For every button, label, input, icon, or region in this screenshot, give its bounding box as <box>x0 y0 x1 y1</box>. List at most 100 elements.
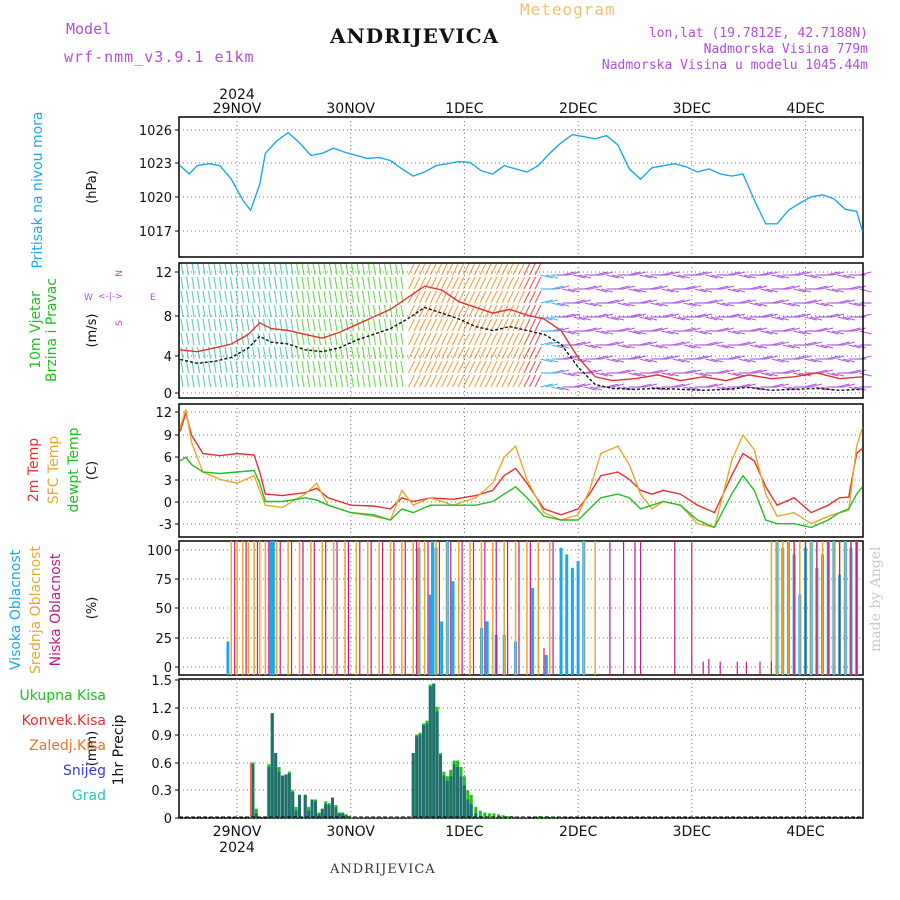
y-tick-label: 50 <box>155 602 172 617</box>
wind-barb <box>361 374 366 388</box>
wind-barb <box>435 332 443 346</box>
wind-barb <box>540 358 553 363</box>
wind-barb <box>534 332 542 346</box>
top-day-label: 4DEC <box>786 101 825 117</box>
wind-barb <box>268 304 272 318</box>
direction-W: W <box>84 293 93 303</box>
wind-barb <box>468 276 476 290</box>
wind-barb <box>284 276 289 290</box>
precip-legend-item: Ukupna Kisa <box>19 688 106 704</box>
wind-barb <box>655 327 669 332</box>
precip-bar-total <box>351 817 355 818</box>
wind-barb <box>350 332 355 346</box>
wind-barb <box>782 285 795 290</box>
wind-barb <box>180 332 184 346</box>
precip-bar-total <box>394 817 398 818</box>
wind-barb <box>196 318 201 332</box>
wind-barb <box>804 299 817 304</box>
wind-barb <box>301 318 305 332</box>
wind-barb <box>776 341 790 346</box>
wind-barb <box>474 346 481 360</box>
wind-barb <box>246 360 250 374</box>
wind-barb <box>339 346 344 360</box>
wind-barb <box>361 304 366 318</box>
wind-barb <box>793 288 806 293</box>
wind-barb <box>389 318 393 332</box>
wind-barb <box>284 318 289 332</box>
wind-barb <box>295 360 300 374</box>
wind-barb <box>419 262 426 276</box>
wind-barb <box>716 344 729 349</box>
cloud-bar-mid <box>469 541 471 675</box>
panel-frame <box>178 262 864 399</box>
precip-bar-total <box>391 817 395 818</box>
wind-barb <box>424 374 432 388</box>
wind-barb <box>262 262 267 276</box>
wind-barb <box>394 346 399 360</box>
wind-barb <box>617 302 630 307</box>
wind-barb <box>853 344 867 349</box>
wind-barb <box>567 330 581 335</box>
wind-barb <box>372 262 377 276</box>
cloud-bar-high <box>531 587 535 675</box>
wind-barb <box>661 288 674 293</box>
wind-barb <box>408 262 415 276</box>
wind-barb <box>323 276 327 290</box>
precip-bar-total <box>387 817 391 818</box>
wind-barb <box>317 360 322 374</box>
wind-barb <box>196 346 201 360</box>
wind-barb <box>435 276 443 290</box>
wind-barb <box>317 262 322 276</box>
wind-barb <box>389 290 393 304</box>
wind-barb <box>644 383 658 388</box>
precip-bar-snow <box>421 725 425 818</box>
wind-barb <box>573 383 586 388</box>
wind-barb <box>534 304 542 318</box>
wind-barb <box>213 332 217 346</box>
wind-barb <box>507 318 514 332</box>
wind-barb <box>413 290 421 304</box>
wind-barb <box>463 290 470 304</box>
wind-barb <box>446 262 454 276</box>
wind-barb <box>424 332 432 346</box>
wind-barb <box>540 341 553 346</box>
wind-barb <box>534 290 542 304</box>
wind-barb <box>372 360 377 374</box>
wind-barb <box>446 318 454 332</box>
wind-barb <box>672 358 685 363</box>
series-line-1 <box>180 285 863 382</box>
wind-barb <box>452 360 459 374</box>
wind-barb <box>650 344 663 349</box>
wind-barb <box>251 290 256 304</box>
wind-barb <box>859 313 872 318</box>
wind-barb <box>468 360 476 374</box>
precip-bar-total <box>370 817 374 818</box>
cloud-bar-low <box>759 661 761 675</box>
wind-barb <box>562 330 575 335</box>
wind-barb <box>512 262 520 276</box>
wind-barb <box>350 346 355 360</box>
wind-barb <box>372 304 377 318</box>
wind-barb <box>501 262 509 276</box>
wind-barb <box>185 332 190 346</box>
cloud-bar-low <box>279 541 281 675</box>
wind-barb <box>185 360 190 374</box>
precip-bar-total <box>377 817 381 818</box>
wind-barb <box>334 290 338 304</box>
precip-bar-snow <box>334 806 338 818</box>
wind-barb <box>600 330 614 335</box>
wind-barb <box>688 344 702 349</box>
wind-barb <box>339 290 344 304</box>
wind-barb <box>595 372 608 377</box>
wind-barb <box>328 304 333 318</box>
wind-barb <box>413 360 421 374</box>
wind-barb <box>378 304 382 318</box>
cloud-bar-mid <box>492 541 494 675</box>
wind-barb <box>485 290 492 304</box>
wind-barb <box>628 330 641 335</box>
wind-barb <box>562 271 575 276</box>
wind-barb <box>721 344 735 349</box>
wind-barb <box>435 318 443 332</box>
wind-barb <box>655 344 669 349</box>
precip-bar-snow <box>456 767 460 818</box>
